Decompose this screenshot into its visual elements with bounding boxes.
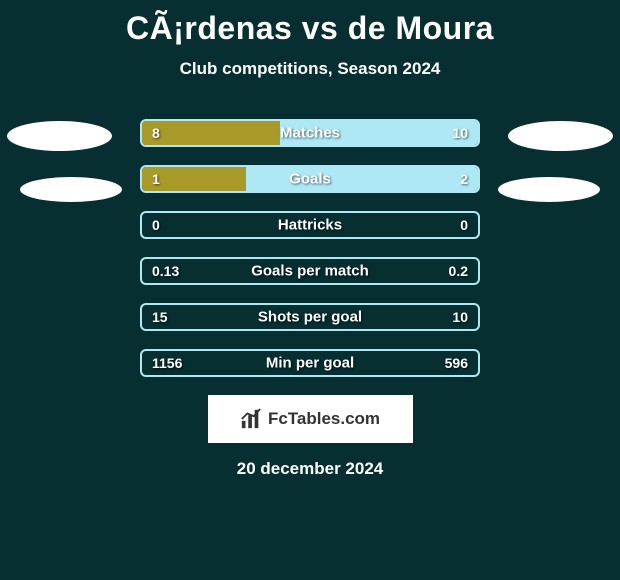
bar-label: Shots per goal <box>258 309 362 326</box>
bar-right-value: 596 <box>445 355 468 371</box>
bar-label: Matches <box>280 125 340 142</box>
bar-left-value: 1 <box>152 171 160 187</box>
player-left-ellipse-2 <box>20 177 122 202</box>
date-label: 20 december 2024 <box>0 459 620 479</box>
bar-label: Goals per match <box>251 263 369 280</box>
bar-row: 0.13 Goals per match 0.2 <box>140 257 480 285</box>
bar-right-value: 10 <box>452 125 468 141</box>
bar-right-fill <box>246 167 478 191</box>
bar-row: 0 Hattricks 0 <box>140 211 480 239</box>
player-right-ellipse-1 <box>508 121 613 151</box>
bar-right-value: 2 <box>460 171 468 187</box>
bar-label: Hattricks <box>278 217 342 234</box>
bar-row: 8 Matches 10 <box>140 119 480 147</box>
bar-left-fill <box>142 121 280 145</box>
page-title: CÃ¡rdenas vs de Moura <box>0 0 620 47</box>
logo-text: FcTables.com <box>268 409 380 429</box>
bar-left-value: 0.13 <box>152 263 179 279</box>
bar-right-value: 10 <box>452 309 468 325</box>
bar-left-value: 0 <box>152 217 160 233</box>
bar-row: 1156 Min per goal 596 <box>140 349 480 377</box>
bar-label: Goals <box>289 171 331 188</box>
player-right-ellipse-2 <box>498 177 600 202</box>
player-left-ellipse-1 <box>7 121 112 151</box>
bar-left-value: 8 <box>152 125 160 141</box>
bar-right-value: 0 <box>460 217 468 233</box>
bar-row: 15 Shots per goal 10 <box>140 303 480 331</box>
page-subtitle: Club competitions, Season 2024 <box>0 59 620 79</box>
bar-label: Min per goal <box>266 355 354 372</box>
comparison-chart: 8 Matches 10 1 Goals 2 0 Hattricks 0 0.1… <box>140 119 480 377</box>
bar-left-value: 1156 <box>152 355 182 371</box>
logo-box: FcTables.com <box>208 395 413 443</box>
bar-right-value: 0.2 <box>449 263 468 279</box>
bar-row: 1 Goals 2 <box>140 165 480 193</box>
bar-left-value: 15 <box>152 309 168 325</box>
bar-chart-icon <box>240 408 262 430</box>
